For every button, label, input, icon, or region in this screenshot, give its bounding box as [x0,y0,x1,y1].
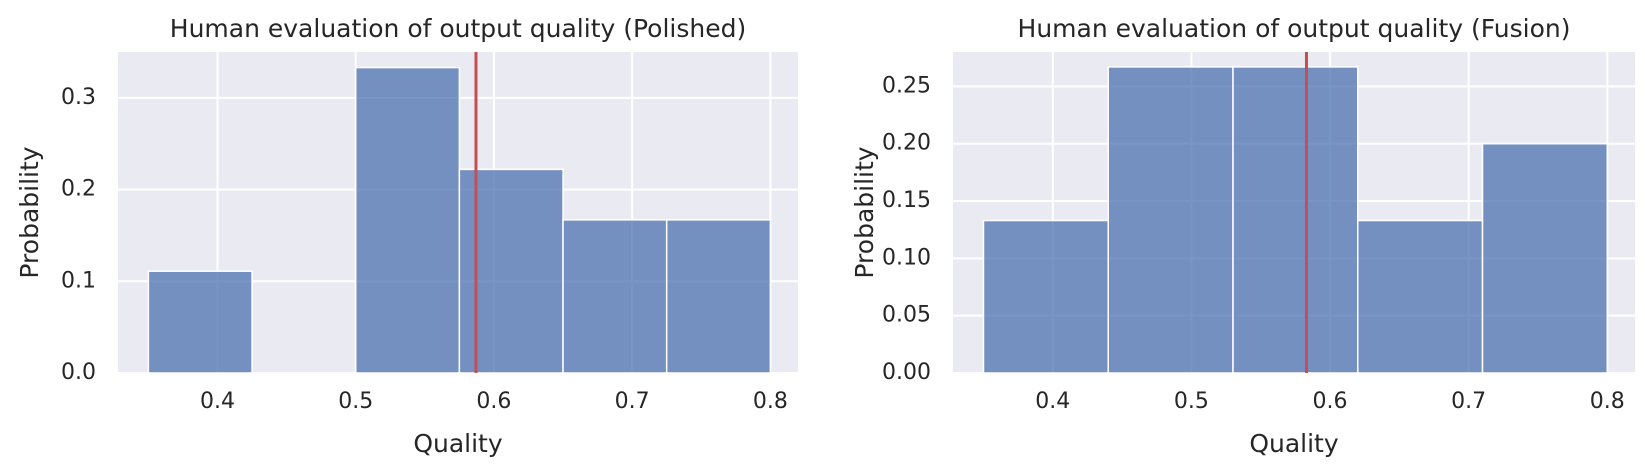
y-tick-label: 0.00 [882,360,931,385]
y-tick-label: 0.0 [61,360,96,385]
x-tick-label: 0.6 [1313,389,1348,414]
chart-panel-2: 0.4 0.5 0.6 0.7 0.8 0.00 0.05 0.10 0.15 0.20 0.25 H… [850,14,1635,458]
histogram-bar-4 [1357,219,1484,374]
histogram-bar-5 [562,219,668,374]
y-tick-label: 0.1 [61,268,96,293]
y-tick-label: 0.20 [882,131,931,156]
x-axis-label: Quality [413,429,503,458]
histogram-bar-2 [1107,66,1234,374]
x-axis-label: Quality [1249,429,1339,458]
y-tick-label: 0.05 [882,303,931,328]
histogram-bar-1 [147,270,253,374]
chart-panel-1: 0.4 0.5 0.6 0.7 0.8 0.0 0.1 0.2 0.3 Human evaluat… [15,14,798,458]
x-tick-label: 0.7 [615,389,650,414]
x-tick-label: 0.5 [1174,389,1209,414]
y-tick-label: 0.2 [61,177,96,202]
histogram-bar-3 [1232,66,1359,374]
x-tick-label: 0.8 [753,389,788,414]
x-tick-label: 0.4 [200,389,235,414]
histogram-bar-5 [1481,142,1609,374]
y-axis-label: Probability [15,146,44,278]
y-axis-label: Probability [850,146,879,278]
y-tick-label: 0.10 [882,245,931,270]
histogram-bar-3 [354,66,461,374]
histogram-bar-1 [982,219,1110,374]
histogram-bar-6 [665,219,772,374]
x-tick-label: 0.8 [1590,389,1625,414]
x-tick-label: 0.4 [1035,389,1070,414]
y-tick-label: 0.15 [882,188,931,213]
y-tick-label: 0.3 [61,85,96,110]
chart-title: Human evaluation of output quality (Poli… [170,14,746,43]
x-tick-label: 0.6 [476,389,511,414]
x-tick-label: 0.5 [338,389,373,414]
x-tick-label: 0.7 [1451,389,1486,414]
y-tick-label: 0.25 [882,73,931,98]
chart-title: Human evaluation of output quality (Fusi… [1018,14,1571,43]
